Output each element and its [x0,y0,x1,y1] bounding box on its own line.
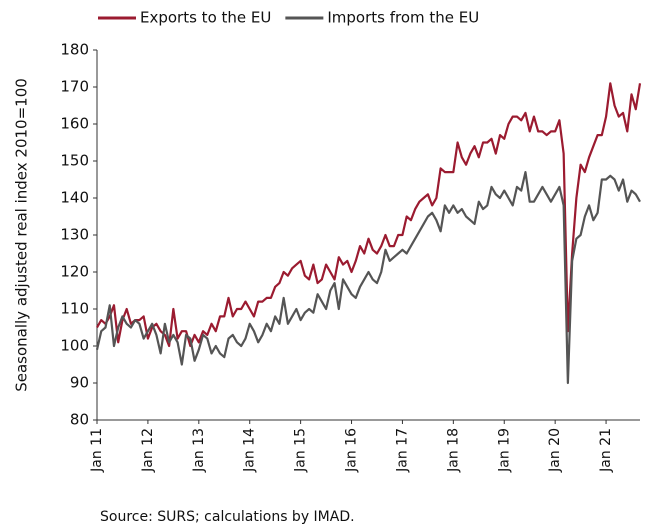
legend-label: Imports from the EU [327,9,479,27]
x-tick-label: Jan 14 [242,428,258,473]
x-tick-label: Jan 21 [598,428,614,473]
source-note: Source: SURS; calculations by IMAD. [100,509,355,525]
y-tick-label: 180 [60,41,89,59]
x-tick-label: Jan 11 [89,428,105,473]
x-tick-label: Jan 13 [191,428,207,473]
y-tick-label: 110 [60,300,89,318]
x-tick-label: Jan 18 [445,428,461,473]
x-tick-label: Jan 20 [547,428,563,473]
y-tick-label: 120 [60,263,89,281]
x-tick-label: Jan 19 [496,428,512,473]
y-tick-label: 100 [60,337,89,355]
series-line [95,171,641,385]
y-tick-label: 160 [60,115,89,133]
y-tick-label: 90 [70,374,89,392]
y-tick-label: 130 [60,226,89,244]
y-tick-label: 80 [70,411,89,429]
y-tick-label: 170 [60,78,89,96]
y-tick-label: 140 [60,189,89,207]
series-line [96,82,642,348]
legend-label: Exports to the EU [140,9,271,27]
y-tick-label: 150 [60,152,89,170]
x-tick-label: Jan 17 [394,428,410,473]
y-axis-label: Seasonally adjusted real index 2010=100 [13,78,31,392]
x-tick-label: Jan 15 [293,428,309,473]
x-tick-label: Jan 12 [140,428,156,473]
x-tick-label: Jan 16 [344,428,360,473]
